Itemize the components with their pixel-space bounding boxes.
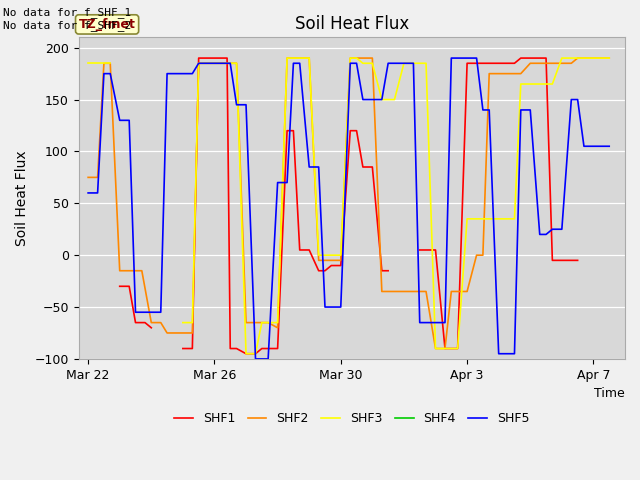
SHF5 [447, 55, 455, 61]
Y-axis label: Soil Heat Flux: Soil Heat Flux [15, 150, 29, 246]
Legend: SHF1, SHF2, SHF3, SHF4, SHF5: SHF1, SHF2, SHF3, SHF4, SHF5 [169, 407, 534, 430]
Title: Soil Heat Flux: Soil Heat Flux [294, 15, 409, 33]
SHF3 [106, 60, 114, 66]
SHF2 [431, 346, 439, 351]
SHF2 [605, 55, 613, 61]
SHF1 [141, 320, 149, 325]
SHF1 [132, 320, 140, 325]
SHF5 [328, 304, 335, 310]
SHF5 [495, 351, 502, 357]
X-axis label: Time: Time [595, 387, 625, 400]
Text: No data for f_SHF_1
No data for f_SHF_2: No data for f_SHF_1 No data for f_SHF_2 [3, 7, 131, 31]
SHF5 [605, 144, 613, 149]
SHF2 [495, 71, 502, 76]
SHF1 [116, 283, 124, 289]
SHF2 [305, 55, 313, 61]
SHF3 [100, 60, 108, 66]
SHF5 [147, 309, 155, 315]
Line: SHF1: SHF1 [120, 286, 151, 328]
Line: SHF5: SHF5 [88, 58, 609, 359]
SHF2 [574, 55, 582, 61]
SHF2 [147, 320, 155, 325]
Line: SHF2: SHF2 [88, 58, 609, 348]
SHF5 [252, 356, 259, 362]
SHF2 [125, 268, 133, 274]
SHF5 [125, 118, 133, 123]
Text: TZ_fmet: TZ_fmet [79, 18, 136, 31]
SHF1 [147, 325, 155, 331]
SHF2 [328, 257, 335, 263]
SHF2 [84, 175, 92, 180]
SHF2 [284, 55, 291, 61]
SHF3 [94, 60, 102, 66]
SHF5 [84, 190, 92, 196]
SHF3 [84, 60, 92, 66]
SHF5 [305, 164, 313, 170]
SHF1 [125, 283, 133, 289]
SHF5 [574, 96, 582, 102]
